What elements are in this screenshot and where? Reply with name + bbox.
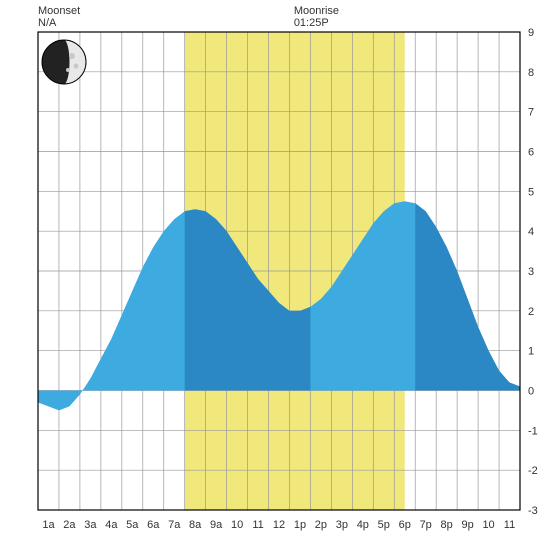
svg-text:0: 0: [528, 386, 534, 398]
svg-text:8a: 8a: [189, 519, 202, 531]
svg-text:-2: -2: [528, 465, 538, 477]
svg-text:3: 3: [528, 266, 534, 278]
svg-text:2a: 2a: [63, 519, 76, 531]
svg-text:12: 12: [273, 519, 285, 531]
svg-text:10: 10: [482, 519, 494, 531]
svg-text:11: 11: [504, 519, 515, 531]
tide-chart: Moonset N/A Moonrise 01:25P -3-2-1012345…: [0, 0, 550, 550]
svg-text:7: 7: [528, 107, 534, 119]
svg-text:8p: 8p: [441, 519, 453, 531]
moonset-block: Moonset N/A: [38, 5, 80, 29]
svg-text:5: 5: [528, 186, 534, 198]
svg-text:9p: 9p: [461, 519, 473, 531]
svg-text:6: 6: [528, 147, 534, 159]
moonset-title: Moonset: [38, 5, 80, 17]
svg-text:11: 11: [252, 519, 263, 531]
svg-text:1a: 1a: [42, 519, 55, 531]
moonrise-title: Moonrise: [294, 5, 339, 17]
chart-svg: -3-2-101234567891a2a3a4a5a6a7a8a9a101112…: [0, 0, 550, 550]
svg-text:-3: -3: [528, 505, 538, 517]
svg-text:10: 10: [231, 519, 243, 531]
moonrise-block: Moonrise 01:25P: [294, 5, 339, 29]
svg-text:8: 8: [528, 67, 534, 79]
svg-text:2: 2: [528, 306, 534, 318]
svg-text:5p: 5p: [378, 519, 390, 531]
svg-text:6p: 6p: [399, 519, 411, 531]
svg-text:3a: 3a: [84, 519, 97, 531]
svg-text:4a: 4a: [105, 519, 118, 531]
svg-text:7p: 7p: [420, 519, 432, 531]
svg-text:9: 9: [528, 27, 534, 39]
moonset-value: N/A: [38, 17, 80, 29]
svg-text:6a: 6a: [147, 519, 160, 531]
svg-text:-1: -1: [528, 425, 538, 437]
svg-text:2p: 2p: [315, 519, 327, 531]
svg-text:4: 4: [528, 226, 534, 238]
svg-text:7a: 7a: [168, 519, 181, 531]
svg-text:5a: 5a: [126, 519, 139, 531]
moonrise-value: 01:25P: [294, 17, 339, 29]
svg-text:3p: 3p: [336, 519, 348, 531]
svg-text:1: 1: [528, 346, 534, 358]
svg-text:1p: 1p: [294, 519, 306, 531]
svg-text:4p: 4p: [357, 519, 369, 531]
svg-text:9a: 9a: [210, 519, 223, 531]
